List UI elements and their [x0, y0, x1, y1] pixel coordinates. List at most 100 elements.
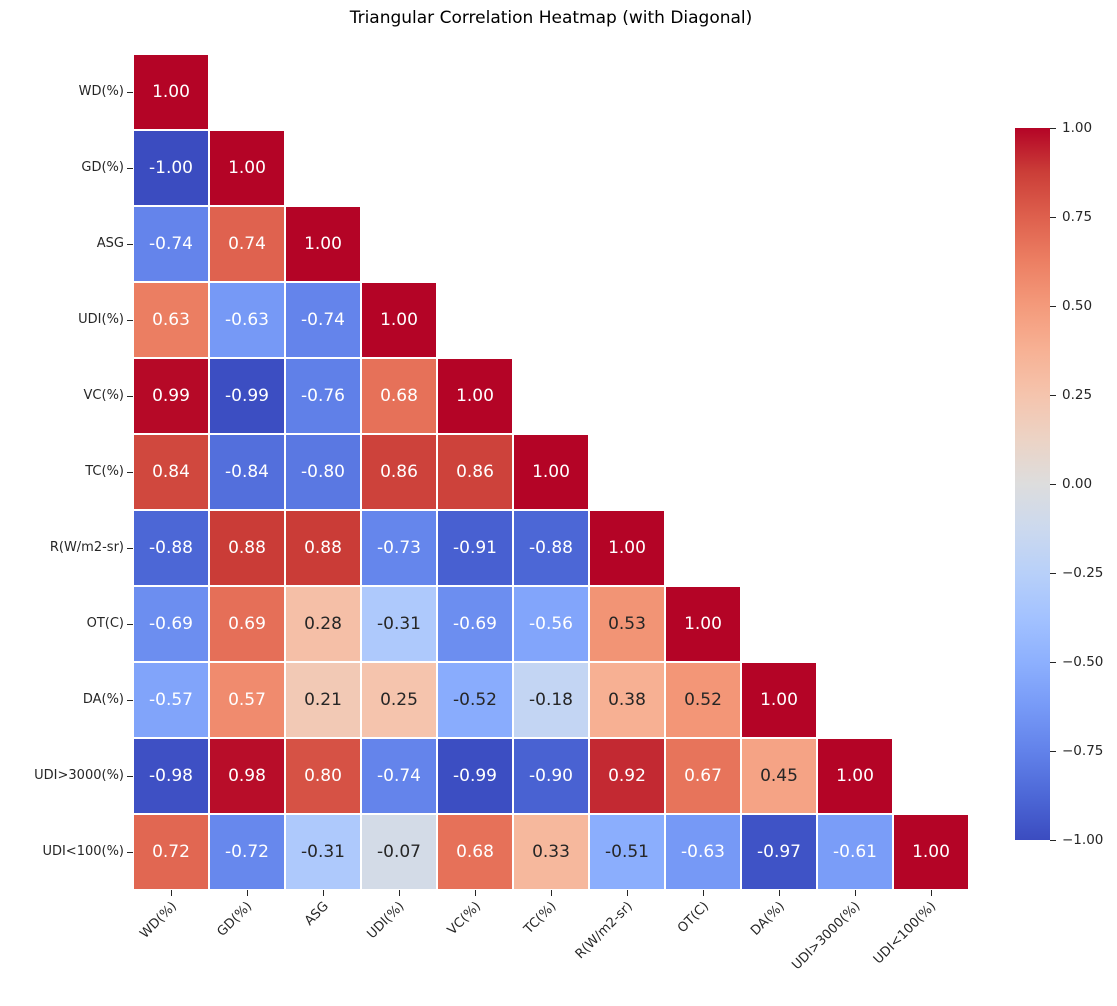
cell-value: 1.00 — [152, 81, 190, 102]
cell-value: 1.00 — [304, 233, 342, 254]
heatmap-cell: 0.53 — [589, 586, 665, 662]
x-tick-label: GD(%) — [214, 899, 256, 940]
heatmap-cell: -0.63 — [209, 282, 285, 358]
cell-value: 0.53 — [608, 613, 646, 634]
heatmap-cell: 0.68 — [361, 358, 437, 434]
y-tick-mark — [127, 244, 133, 245]
cell-value: 1.00 — [608, 537, 646, 558]
cell-value: 0.28 — [304, 613, 342, 634]
cell-value: -0.61 — [833, 841, 877, 862]
heatmap-cell: 0.25 — [361, 662, 437, 738]
heatmap-cell: -0.74 — [133, 206, 209, 282]
heatmap-cell: -0.18 — [513, 662, 589, 738]
y-tick-mark — [127, 168, 133, 169]
heatmap-cell: -0.51 — [589, 814, 665, 890]
cell-value: -0.31 — [301, 841, 345, 862]
cell-value: 0.98 — [228, 765, 266, 786]
heatmap-cell: 1.00 — [437, 358, 513, 434]
cell-value: -0.88 — [149, 537, 193, 558]
cell-value: -0.76 — [301, 385, 345, 406]
x-tick-mark — [551, 890, 552, 896]
colorbar-tick-label: −1.00 — [1062, 832, 1104, 848]
heatmap-cell: 1.00 — [285, 206, 361, 282]
x-tick-label: WD(%) — [136, 899, 180, 942]
x-tick-label: TC(%) — [521, 899, 560, 938]
y-tick-label: OT(C) — [86, 616, 124, 631]
heatmap-cell: 0.98 — [209, 738, 285, 814]
heatmap-cell: 1.00 — [665, 586, 741, 662]
heatmap-cell: -0.56 — [513, 586, 589, 662]
colorbar-tick-label: 1.00 — [1062, 120, 1093, 136]
colorbar-tick-mark — [1050, 395, 1056, 396]
cell-value: -0.63 — [225, 309, 269, 330]
cell-value: -1.00 — [149, 157, 193, 178]
heatmap-cell: 0.80 — [285, 738, 361, 814]
colorbar-tick-mark — [1050, 573, 1056, 574]
cell-value: 0.88 — [228, 537, 266, 558]
x-tick-mark — [323, 890, 324, 896]
heatmap-cell: 0.74 — [209, 206, 285, 282]
cell-value: 1.00 — [228, 157, 266, 178]
heatmap-cell: 0.57 — [209, 662, 285, 738]
y-tick-label: UDI<100(%) — [42, 844, 124, 859]
heatmap-cell: -0.57 — [133, 662, 209, 738]
heatmap-cell: 0.72 — [133, 814, 209, 890]
colorbar-tick-label: 0.00 — [1062, 476, 1093, 492]
heatmap-cell: -1.00 — [133, 130, 209, 206]
cell-value: 0.84 — [152, 461, 190, 482]
cell-value: -0.80 — [301, 461, 345, 482]
cell-value: 0.68 — [456, 841, 494, 862]
heatmap-cell: 0.92 — [589, 738, 665, 814]
heatmap-cell: -0.31 — [285, 814, 361, 890]
heatmap-cell: -0.52 — [437, 662, 513, 738]
cell-value: 0.72 — [152, 841, 190, 862]
heatmap-cell: 1.00 — [589, 510, 665, 586]
heatmap-cell: -0.84 — [209, 434, 285, 510]
heatmap-cell: 1.00 — [741, 662, 817, 738]
heatmap-cell: 0.86 — [361, 434, 437, 510]
cell-value: -0.90 — [529, 765, 573, 786]
heatmap-cell: 1.00 — [893, 814, 969, 890]
y-tick-label: ASG — [96, 236, 124, 251]
cell-value: 1.00 — [456, 385, 494, 406]
heatmap-cell: -0.99 — [437, 738, 513, 814]
cell-value: 1.00 — [760, 689, 798, 710]
y-tick-label: GD(%) — [81, 160, 124, 175]
heatmap-cell: -0.97 — [741, 814, 817, 890]
x-tick-mark — [475, 890, 476, 896]
colorbar-tick-label: 0.75 — [1062, 209, 1093, 225]
cell-value: 0.33 — [532, 841, 570, 862]
cell-value: 0.69 — [228, 613, 266, 634]
heatmap-cell: -0.31 — [361, 586, 437, 662]
y-tick-mark — [127, 320, 133, 321]
cell-value: -0.91 — [453, 537, 497, 558]
x-tick-mark — [779, 890, 780, 896]
heatmap-cell: 0.88 — [209, 510, 285, 586]
y-tick-mark — [127, 472, 133, 473]
cell-value: -0.99 — [225, 385, 269, 406]
cell-value: -0.56 — [529, 613, 573, 634]
colorbar-tick-mark — [1050, 128, 1056, 129]
x-tick-label: R(W/m2-sr) — [572, 899, 636, 963]
colorbar — [1015, 128, 1050, 840]
cell-value: 0.45 — [760, 765, 798, 786]
heatmap-cell: -0.72 — [209, 814, 285, 890]
y-tick-label: UDI(%) — [78, 312, 124, 327]
heatmap-cell: 1.00 — [133, 54, 209, 130]
heatmap-cell: -0.76 — [285, 358, 361, 434]
cell-value: 1.00 — [836, 765, 874, 786]
heatmap-cell: -0.63 — [665, 814, 741, 890]
colorbar-tick-label: −0.75 — [1062, 743, 1104, 759]
cell-value: 0.92 — [608, 765, 646, 786]
heatmap-cell: 0.52 — [665, 662, 741, 738]
cell-value: -0.84 — [225, 461, 269, 482]
y-tick-label: VC(%) — [83, 388, 124, 403]
colorbar-tick-mark — [1050, 662, 1056, 663]
x-tick-label: UDI<100(%) — [871, 899, 940, 968]
cell-value: 0.63 — [152, 309, 190, 330]
heatmap-cell: -0.07 — [361, 814, 437, 890]
y-tick-label: UDI>3000(%) — [34, 768, 124, 783]
y-tick-mark — [127, 700, 133, 701]
colorbar-tick-label: −0.50 — [1062, 654, 1104, 670]
colorbar-tick-mark — [1050, 840, 1056, 841]
